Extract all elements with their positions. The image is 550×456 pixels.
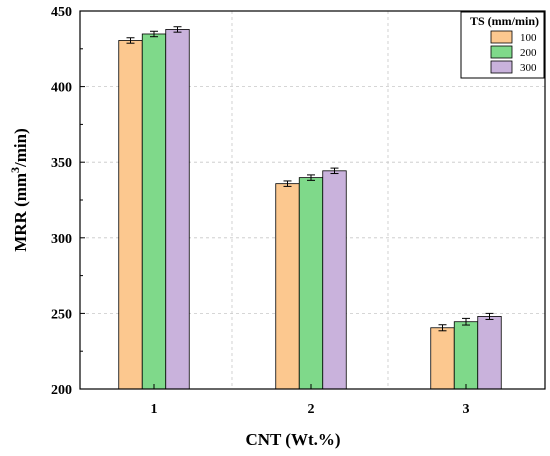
y-axis-title-main: MRR (mm (11, 173, 30, 252)
bar (453, 321, 479, 390)
legend-label: 200 (520, 47, 537, 59)
x-tick-label: 2 (308, 402, 315, 417)
bar (275, 183, 300, 390)
bar (141, 33, 167, 390)
legend: TS (mm/min) 100 200 300 (460, 11, 545, 79)
x-tick-label: 3 (463, 402, 470, 417)
y-axis-title: MRR (mm3/min) (8, 128, 30, 252)
legend-title: TS (mm/min) (470, 14, 539, 28)
y-axis-title-superscript: 3 (8, 167, 22, 173)
bar (118, 40, 143, 390)
legend-label: 100 (520, 32, 537, 44)
tick-labels: 200 250 300 350 400 450 1 2 3 (51, 5, 470, 417)
legend-swatch (490, 30, 513, 44)
y-tick-label: 250 (51, 307, 72, 322)
y-tick-label: 450 (51, 5, 72, 20)
bar (430, 327, 455, 390)
legend-label: 300 (520, 62, 537, 74)
grid-lines (80, 11, 545, 389)
y-tick-label: 350 (51, 156, 72, 171)
x-tick-label: 1 (151, 402, 158, 417)
y-tick-label: 400 (51, 81, 72, 96)
bar (298, 177, 324, 390)
axes (79, 10, 546, 390)
x-axis-title: CNT (Wt.%) (245, 430, 340, 449)
bars (118, 26, 502, 390)
bar (165, 29, 190, 390)
legend-swatch (490, 60, 513, 74)
bar (477, 316, 502, 390)
y-axis-title-tail: /min) (11, 128, 30, 168)
legend-swatch (490, 45, 513, 59)
bar (322, 170, 347, 390)
y-tick-label: 300 (51, 232, 72, 247)
y-tick-label: 200 (51, 383, 72, 398)
